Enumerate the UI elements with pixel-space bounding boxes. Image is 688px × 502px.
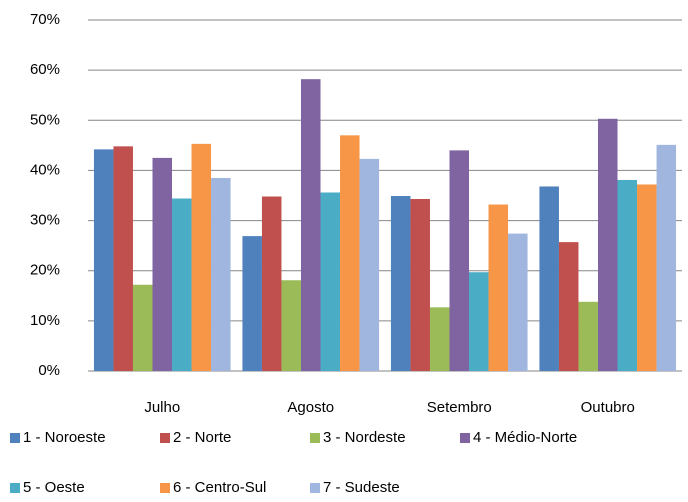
y-tick-label: 30% [30, 212, 60, 229]
y-tick-label: 0% [38, 362, 60, 379]
bar [656, 144, 677, 371]
y-tick-label: 10% [30, 312, 60, 329]
bar [488, 204, 509, 371]
bar [469, 272, 489, 371]
bar [340, 135, 360, 371]
bar [320, 192, 341, 371]
bar [211, 177, 231, 371]
bar [617, 179, 638, 371]
x-tick-label: Outubro [581, 399, 635, 416]
legend-label: 7 - Sudeste [323, 479, 400, 496]
y-tick-label: 70% [30, 11, 60, 28]
bar [281, 280, 301, 371]
x-tick-label: Agosto [287, 399, 334, 416]
legend-swatch [160, 433, 170, 443]
bar [597, 118, 618, 371]
y-tick-label: 20% [30, 262, 60, 279]
legend-swatch [310, 483, 320, 493]
legend-label: 4 - Médio-Norte [473, 429, 577, 446]
x-tick-label: Setembro [427, 399, 492, 416]
legend-label: 5 - Oeste [23, 479, 85, 496]
bar [132, 284, 153, 371]
legend-label: 1 - Noroeste [23, 429, 106, 446]
y-tick-label: 50% [30, 111, 60, 128]
bar [539, 186, 559, 371]
bar [191, 143, 212, 371]
bar [113, 146, 133, 371]
y-tick-label: 40% [30, 161, 60, 178]
bar [578, 301, 598, 371]
bar [390, 196, 411, 371]
bar [637, 184, 657, 371]
bar [449, 150, 470, 371]
y-tick-label: 60% [30, 61, 60, 78]
bar [508, 233, 528, 371]
bar [558, 242, 579, 371]
bar [152, 157, 173, 371]
legend-label: 2 - Norte [173, 429, 231, 446]
bar [359, 158, 380, 371]
legend-swatch [160, 483, 170, 493]
bar [261, 196, 282, 371]
bar [410, 199, 430, 371]
legend-swatch [10, 433, 20, 443]
legend-swatch [460, 433, 470, 443]
x-tick-label: Julho [144, 399, 180, 416]
legend-label: 6 - Centro-Sul [173, 479, 266, 496]
bar [93, 149, 114, 371]
bar [172, 198, 192, 371]
legend-swatch [310, 433, 320, 443]
bar [242, 236, 262, 371]
bar [300, 79, 321, 371]
bar [429, 307, 450, 371]
legend-swatch [10, 483, 20, 493]
legend-label: 3 - Nordeste [323, 429, 406, 446]
